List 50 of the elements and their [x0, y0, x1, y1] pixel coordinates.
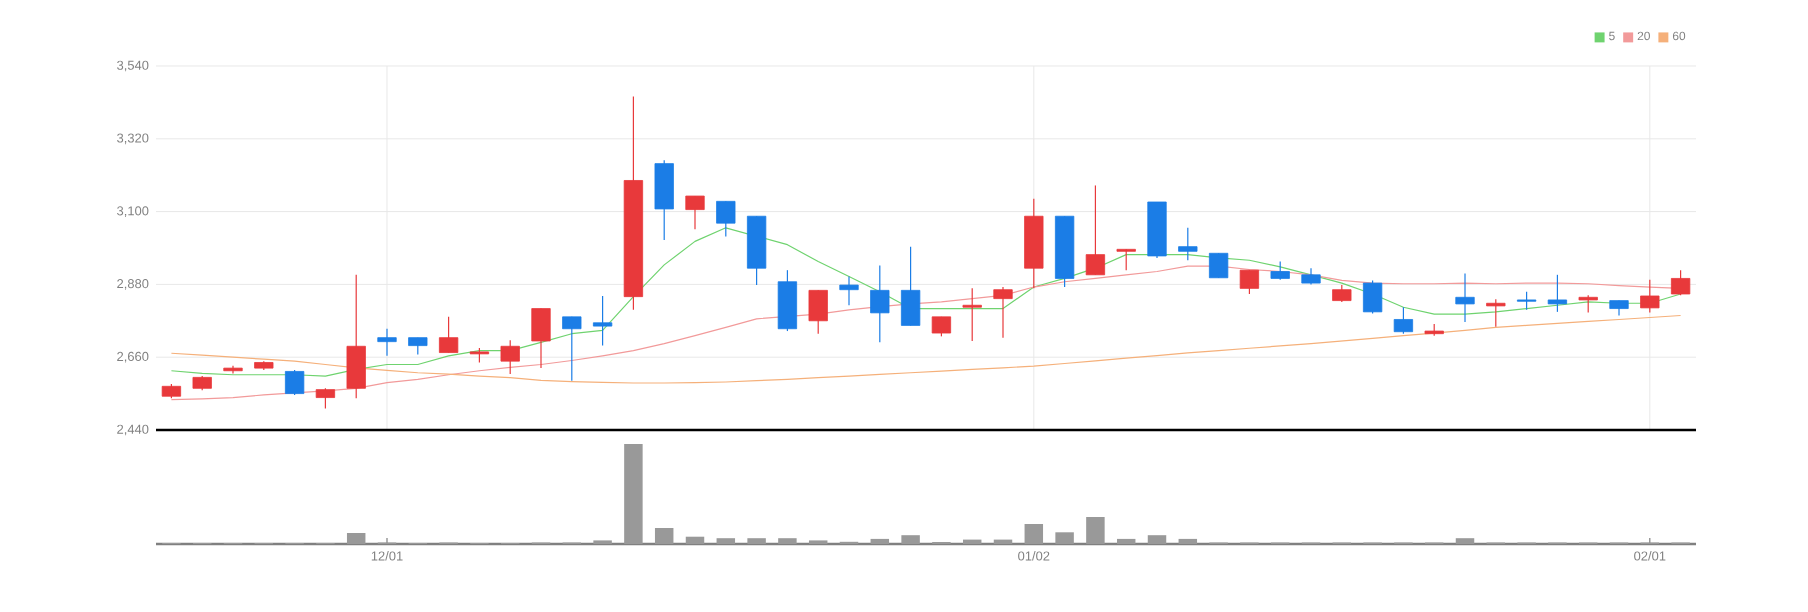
candlestick	[1547, 274, 1568, 313]
candlestick	[685, 195, 705, 230]
candlestick	[1239, 269, 1260, 295]
candlestick	[1670, 269, 1691, 296]
bar	[778, 538, 797, 544]
candlestick	[716, 200, 736, 238]
bar	[1086, 517, 1105, 544]
bar	[1116, 538, 1136, 544]
candlestick	[1393, 306, 1414, 335]
candlestick	[562, 316, 582, 382]
candlestick	[808, 289, 828, 335]
candlestick	[500, 339, 520, 375]
bar	[1455, 538, 1475, 544]
bar	[654, 528, 674, 544]
bar	[716, 538, 736, 544]
candlestick	[1455, 272, 1475, 323]
candlestick	[962, 287, 982, 342]
candlestick	[777, 269, 798, 332]
candlestick	[1085, 184, 1106, 276]
candlestick	[438, 316, 459, 354]
candlestick	[654, 159, 674, 241]
candlestick	[592, 295, 613, 347]
candlestick	[870, 264, 890, 343]
candlestick	[1270, 260, 1290, 281]
candlestick	[315, 387, 336, 410]
bar	[1024, 524, 1044, 544]
candlestick	[1362, 279, 1383, 315]
candlestick	[377, 328, 397, 357]
candlestick	[900, 246, 921, 327]
bar	[1178, 538, 1198, 544]
candlestick	[1116, 248, 1136, 271]
candlestick	[284, 369, 305, 396]
bar	[346, 533, 366, 544]
bar	[870, 538, 890, 544]
candlestick	[1486, 298, 1506, 328]
bar	[685, 536, 705, 544]
candlestick	[1516, 291, 1537, 311]
bar	[1147, 535, 1167, 544]
bar	[1055, 532, 1074, 544]
bar	[747, 538, 766, 544]
candlestick	[1178, 227, 1198, 261]
candlestick	[839, 275, 859, 306]
candlestick	[1208, 252, 1229, 279]
bar	[624, 444, 643, 544]
candlestick	[531, 307, 551, 369]
candlestick	[346, 274, 366, 399]
candlestick	[1640, 279, 1660, 314]
candlestick	[931, 316, 952, 337]
bar	[901, 535, 920, 544]
candlestick	[993, 286, 1013, 339]
